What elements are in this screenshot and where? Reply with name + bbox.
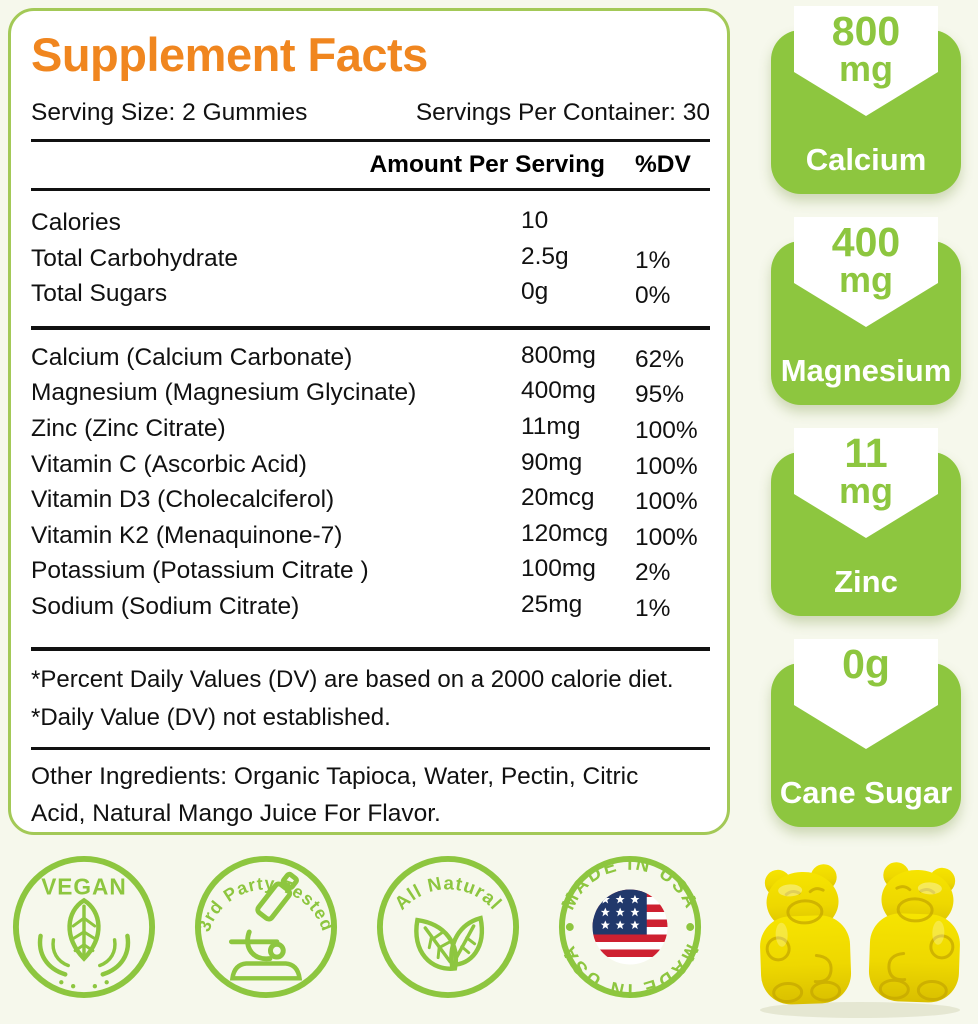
nutrient-amount: 2.5g bbox=[521, 242, 569, 270]
nutrient-badges: 800 mg Calcium 400 mg Magnesium 11 mg Zi… bbox=[769, 6, 963, 827]
divider bbox=[31, 325, 710, 330]
badge-amount: 0g bbox=[842, 641, 890, 687]
footnote-dv: *Percent Daily Values (DV) are based on … bbox=[31, 665, 674, 693]
table-row: Magnesium (Magnesium Glycinate) 400mg 95… bbox=[31, 377, 710, 413]
nutrient-name: Vitamin C (Ascorbic Acid) bbox=[31, 450, 307, 478]
nutrient-dv: 100% bbox=[635, 523, 698, 551]
nutrient-amount: 10 bbox=[521, 207, 549, 234]
table-row: Total Sugars 0g 0% bbox=[31, 278, 710, 314]
nutrient-dv: 1% bbox=[635, 246, 671, 274]
footnotes: *Percent Daily Values (DV) are based on … bbox=[31, 661, 710, 737]
nutrient-amount: 25mg bbox=[521, 590, 583, 618]
nutrient-amount: 11mg bbox=[521, 412, 581, 440]
dv-header: %DV bbox=[635, 151, 691, 178]
nutrient-dv: 100% bbox=[635, 452, 698, 480]
nutrient-name: Vitamin K2 (Menaquinone-7) bbox=[31, 521, 343, 549]
nutrient-amount: 400mg bbox=[521, 377, 596, 405]
bears-shadow bbox=[760, 1002, 960, 1018]
badge-magnesium: 400 mg Magnesium bbox=[769, 217, 963, 405]
table-row: Vitamin D3 (Cholecalciferol) 20mcg 100% bbox=[31, 484, 710, 520]
table-row: Potassium (Potassium Citrate ) 100mg 2% bbox=[31, 555, 710, 591]
servings-per-container: Servings Per Container: 30 bbox=[415, 99, 710, 126]
nutrient-dv: 100% bbox=[635, 416, 698, 444]
nutrient-name: Sodium (Sodium Citrate) bbox=[31, 592, 300, 620]
all-natural-seal: All Natural bbox=[376, 855, 520, 999]
vitamin-mineral-rows: Calcium (Calcium Carbonate) 800mg 62% Ma… bbox=[31, 342, 710, 627]
nutrient-name: Zinc (Zinc Citrate) bbox=[31, 414, 226, 442]
table-row: Calcium (Calcium Carbonate) 800mg 62% bbox=[31, 342, 710, 378]
divider bbox=[31, 188, 710, 191]
microscope-icon bbox=[229, 871, 303, 981]
badge-zinc: 11 mg Zinc bbox=[769, 428, 963, 616]
nutrient-amount: 90mg bbox=[521, 448, 583, 476]
badge-cane-sugar: 0g Cane Sugar bbox=[769, 639, 963, 827]
macro-rows: Calories 10 Total Carbohydrate 2.5g 1% T… bbox=[31, 207, 710, 314]
footnote-not-established: *Daily Value (DV) not established. bbox=[31, 703, 391, 731]
table-row: Total Carbohydrate 2.5g 1% bbox=[31, 243, 710, 279]
badge-unit: mg bbox=[839, 48, 893, 89]
page-title: Supplement Facts bbox=[31, 28, 428, 81]
nutrient-dv: 0% bbox=[635, 282, 671, 310]
nutrient-dv: 95% bbox=[635, 381, 685, 409]
dot-right bbox=[686, 923, 695, 931]
nutrient-dv: 1% bbox=[635, 594, 671, 622]
nutrient-dv: 2% bbox=[635, 559, 671, 587]
badge-label: Magnesium bbox=[780, 353, 952, 388]
badge-label: Cane Sugar bbox=[779, 775, 953, 810]
nutrient-name: Total Sugars bbox=[31, 280, 168, 308]
badge-unit: mg bbox=[839, 470, 893, 511]
nutrient-name: Potassium (Potassium Citrate ) bbox=[31, 557, 369, 585]
usa-flag-icon bbox=[592, 889, 668, 965]
divider bbox=[31, 746, 710, 750]
nutrient-amount: 0g bbox=[521, 278, 549, 306]
svg-text:All Natural: All Natural bbox=[390, 872, 506, 913]
table-row: Zinc (Zinc Citrate) 11mg 100% bbox=[31, 413, 710, 449]
leaves-icon bbox=[414, 915, 484, 971]
badge-calcium: 800 mg Calcium bbox=[769, 6, 963, 194]
supplement-facts-panel: Supplement Facts Serving Size: 2 Gummies… bbox=[8, 8, 730, 835]
nutrient-name: Calories bbox=[31, 209, 121, 236]
badge-amount: 800 bbox=[831, 8, 901, 54]
table-row: Vitamin K2 (Menaquinone-7) 120mcg 100% bbox=[31, 520, 710, 556]
made-in-usa-seal: MADE IN USA MADE IN USA bbox=[557, 853, 702, 1001]
other-ingredients: Other Ingredients: Organic Tapioca, Wate… bbox=[31, 762, 639, 827]
badge-amount: 400 bbox=[831, 219, 901, 265]
badge-label: Calcium bbox=[805, 142, 927, 177]
nutrient-amount: 20mcg bbox=[521, 484, 595, 512]
nutrient-amount: 120mcg bbox=[521, 519, 609, 547]
badge-label: Zinc bbox=[834, 564, 898, 599]
nutrient-name: Magnesium (Magnesium Glycinate) bbox=[31, 379, 417, 407]
nutrient-name: Vitamin D3 (Cholecalciferol) bbox=[31, 486, 335, 514]
table-row: Vitamin C (Ascorbic Acid) 90mg 100% bbox=[31, 449, 710, 485]
vegan-seal: VEGAN bbox=[12, 855, 156, 999]
amount-per-serving-header: Amount Per Serving bbox=[369, 151, 605, 178]
nutrient-name: Total Carbohydrate bbox=[31, 244, 239, 272]
nutrient-amount: 100mg bbox=[521, 555, 596, 583]
nutrient-amount: 800mg bbox=[521, 341, 596, 369]
nutrient-dv: 62% bbox=[635, 345, 685, 373]
certification-seals: VEGAN 3rd Party Tested bbox=[10, 853, 704, 1001]
serving-info: Serving Size: 2 Gummies Servings Per Con… bbox=[31, 99, 710, 127]
divider bbox=[31, 139, 710, 142]
table-row: Sodium (Sodium Citrate) 25mg 1% bbox=[31, 591, 710, 627]
badge-unit: mg bbox=[839, 259, 893, 300]
nutrient-name: Calcium (Calcium Carbonate) bbox=[31, 343, 353, 371]
table-row: Calories 10 bbox=[31, 207, 710, 243]
leaf-hands-icon bbox=[37, 897, 131, 989]
vegan-label: VEGAN bbox=[41, 873, 127, 899]
dot-left bbox=[565, 923, 574, 931]
gummy-bears-image bbox=[755, 859, 965, 1018]
all-natural-label: All Natural bbox=[390, 872, 505, 913]
badge-amount: 11 bbox=[844, 430, 888, 476]
divider bbox=[31, 646, 710, 651]
third-party-tested-seal: 3rd Party Tested bbox=[194, 855, 337, 999]
serving-size: Serving Size: 2 Gummies bbox=[31, 99, 308, 126]
nutrient-dv: 100% bbox=[635, 488, 698, 516]
table-header: Amount Per Serving %DV bbox=[31, 142, 710, 188]
